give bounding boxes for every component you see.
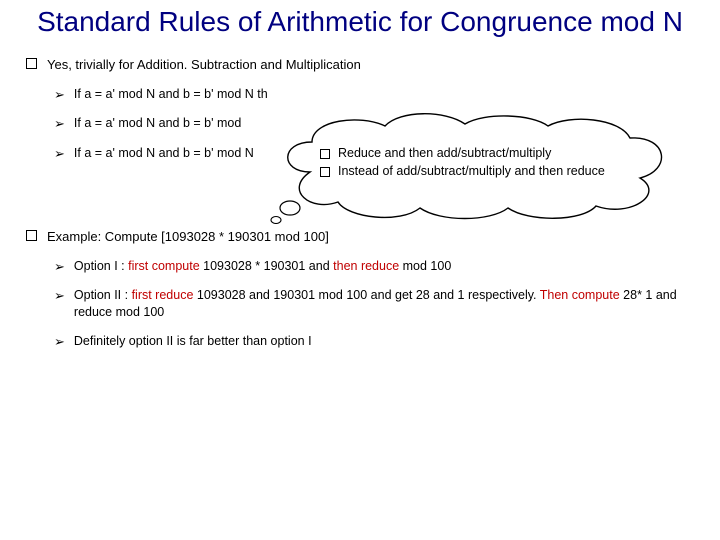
arrow-bullet-icon: ➢: [54, 86, 65, 104]
rule-item-text: If a = a' mod N and b = b' mod: [74, 115, 241, 132]
thought-cloud: Reduce and then add/subtract/multiply In…: [270, 112, 676, 224]
example-option-1: ➢ Option I : first compute 1093028 * 190…: [54, 258, 694, 276]
square-bullet-icon: [320, 149, 330, 159]
section-example: Example: Compute [1093028 * 190301 mod 1…: [26, 228, 694, 350]
example-head-text: Example: Compute [1093028 * 190301 mod 1…: [47, 228, 329, 246]
arrow-bullet-icon: ➢: [54, 333, 65, 351]
t: Option II :: [74, 288, 132, 302]
rule-item: ➢ If a = a' mod N and b = b' mod N th: [54, 86, 694, 104]
t: then reduce: [333, 259, 399, 273]
arrow-bullet-icon: ➢: [54, 115, 65, 133]
square-bullet-icon: [320, 167, 330, 177]
t: Option I :: [74, 259, 128, 273]
cloud-line: Instead of add/subtract/multiply and the…: [320, 164, 650, 178]
rule-item-text: If a = a' mod N and b = b' mod N th: [74, 86, 268, 103]
example-option-2: ➢ Option II : first reduce 1093028 and 1…: [54, 287, 694, 321]
example-option-3: ➢ Definitely option II is far better tha…: [54, 333, 694, 351]
option3-text: Definitely option II is far better than …: [74, 333, 312, 350]
cloud-content: Reduce and then add/subtract/multiply In…: [320, 146, 650, 182]
square-bullet-icon: [26, 230, 37, 241]
t: 1093028 and 190301 mod 100 and get 28 an…: [193, 288, 539, 302]
cloud-line-text: Reduce and then add/subtract/multiply: [338, 146, 551, 160]
t: Then compute: [540, 288, 620, 302]
option2-text: Option II : first reduce 1093028 and 190…: [74, 287, 694, 321]
t: first compute: [128, 259, 200, 273]
cloud-line-text: Instead of add/subtract/multiply and the…: [338, 164, 605, 178]
cloud-line: Reduce and then add/subtract/multiply: [320, 146, 650, 160]
slide-title: Standard Rules of Arithmetic for Congrue…: [0, 0, 720, 38]
rules-head-text: Yes, trivially for Addition. Subtraction…: [47, 56, 361, 74]
square-bullet-icon: [26, 58, 37, 69]
rules-head: Yes, trivially for Addition. Subtraction…: [26, 56, 694, 74]
example-head: Example: Compute [1093028 * 190301 mod 1…: [26, 228, 694, 246]
rule-item-text: If a = a' mod N and b = b' mod N: [74, 145, 254, 162]
t: first reduce: [132, 288, 194, 302]
arrow-bullet-icon: ➢: [54, 145, 65, 163]
t: mod 100: [399, 259, 451, 273]
option1-text: Option I : first compute 1093028 * 19030…: [74, 258, 451, 275]
t: 1093028 * 190301 and: [200, 259, 333, 273]
arrow-bullet-icon: ➢: [54, 287, 65, 305]
arrow-bullet-icon: ➢: [54, 258, 65, 276]
